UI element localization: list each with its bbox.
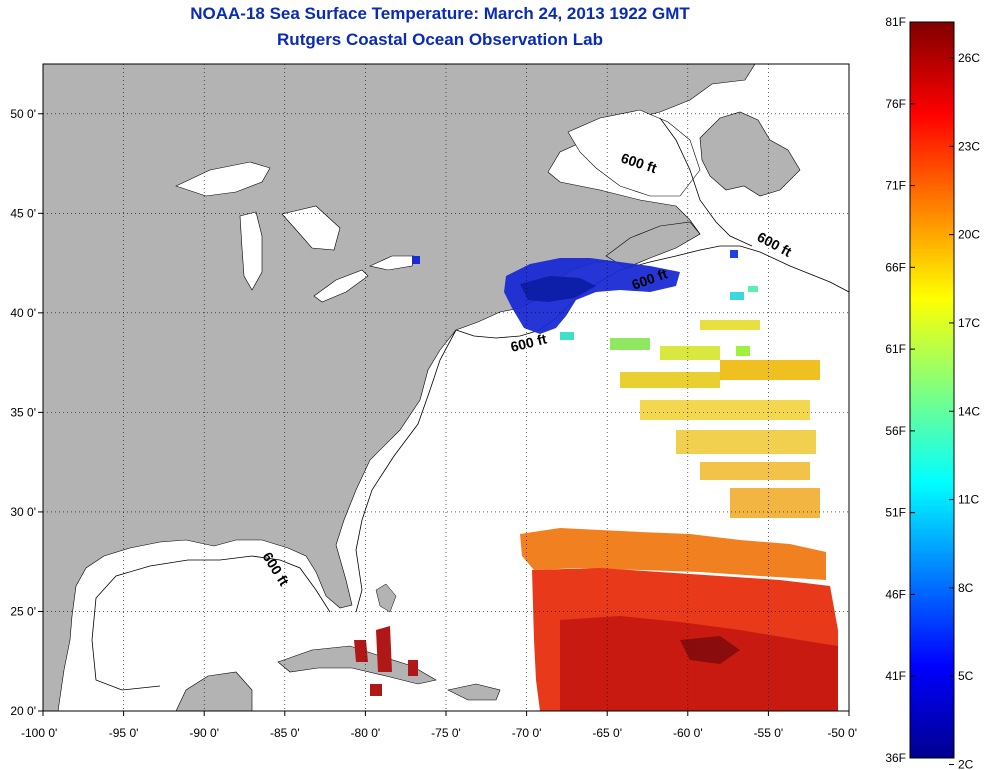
lon-tick-label: -95 0' xyxy=(109,726,139,740)
colorbar-f-label: 71F xyxy=(885,179,906,193)
lon-tick-label: -85 0' xyxy=(270,726,300,740)
lat-tick-label: 35 0' xyxy=(10,405,36,419)
colorbar-c-label: 26C xyxy=(958,51,980,65)
colorbar-c-label: 2C xyxy=(958,758,974,770)
colorbar-c-label: 23C xyxy=(958,139,980,153)
north-america-land xyxy=(43,64,756,711)
sst-warm-patch xyxy=(354,528,838,711)
lat-tick-label: 40 0' xyxy=(10,306,36,320)
lon-tick-label: -70 0' xyxy=(512,726,542,740)
sst-cold-patch xyxy=(412,250,738,334)
lon-tick-label: -60 0' xyxy=(673,726,703,740)
lat-tick-label: 25 0' xyxy=(10,604,36,618)
lon-tick-label: -100 0' xyxy=(21,726,57,740)
lon-tick-label: -55 0' xyxy=(754,726,784,740)
lat-tick-label: 45 0' xyxy=(10,206,36,220)
colorbar-gradient xyxy=(909,21,955,759)
depth-contour-600ft-south xyxy=(355,329,457,613)
colorbar-f-label: 81F xyxy=(885,15,906,29)
colorbar-f-label: 41F xyxy=(885,669,906,683)
colorbar-f-label: 61F xyxy=(885,342,906,356)
lon-tick-label: -50 0' xyxy=(827,726,857,740)
colorbar-f-label: 76F xyxy=(885,97,906,111)
cuba-land xyxy=(277,645,437,685)
colorbar-f-label: 56F xyxy=(885,424,906,438)
yucatan-land xyxy=(175,671,253,711)
lat-tick-label: 50 0' xyxy=(10,107,36,121)
depth-contour-600ft-gulf xyxy=(91,555,331,691)
map-subtitle: Rutgers Coastal Ocean Observation Lab xyxy=(277,30,603,49)
map-title: NOAA-18 Sea Surface Temperature: March 2… xyxy=(190,4,690,23)
lake-huron xyxy=(281,205,341,251)
lake-superior xyxy=(175,161,271,197)
newfoundland-land xyxy=(699,111,801,197)
colorbar-c-label: 14C xyxy=(958,404,980,418)
colorbar-f-label: 36F xyxy=(885,751,906,765)
lat-tick-label: 20 0' xyxy=(10,704,36,718)
lon-tick-label: -90 0' xyxy=(189,726,219,740)
colorbar-c-label: 11C xyxy=(958,493,979,507)
st-lawrence-water xyxy=(567,109,701,197)
colorbar-c-label: 20C xyxy=(958,228,980,242)
depth-contour-600ft-north xyxy=(659,117,753,247)
lake-michigan xyxy=(239,211,263,291)
colorbar-c-label: 8C xyxy=(958,581,974,595)
lon-tick-label: -75 0' xyxy=(431,726,461,740)
sst-transition-patches xyxy=(560,286,820,518)
lon-tick-label: -65 0' xyxy=(592,726,622,740)
colorbar-c-label: 17C xyxy=(958,316,980,330)
colorbar-c-label: 5C xyxy=(958,669,974,683)
latitude-axis: 20 0' 25 0' 30 0' 35 0' 40 0' 45 0' 50 0' xyxy=(10,107,43,718)
colorbar-celsius-labels: 26C 23C 20C 17C 14C 11C 8C 5C 2C xyxy=(949,51,980,770)
longitude-axis: -100 0' -95 0' -90 0' -85 0' -80 0' -75 0' -70… xyxy=(21,711,857,740)
bahamas-land xyxy=(375,583,397,613)
lake-erie xyxy=(313,269,369,303)
colorbar-fahrenheit-labels: 81F 76F 71F 66F 61F 56F 51F 46F 41F 36F xyxy=(885,15,915,765)
colorbar-f-label: 51F xyxy=(885,506,906,520)
colorbar-f-label: 66F xyxy=(885,260,906,274)
lon-tick-label: -80 0' xyxy=(351,726,381,740)
hispaniola-land xyxy=(447,683,501,701)
colorbar-f-label: 46F xyxy=(885,587,906,601)
lat-tick-label: 30 0' xyxy=(10,505,36,519)
